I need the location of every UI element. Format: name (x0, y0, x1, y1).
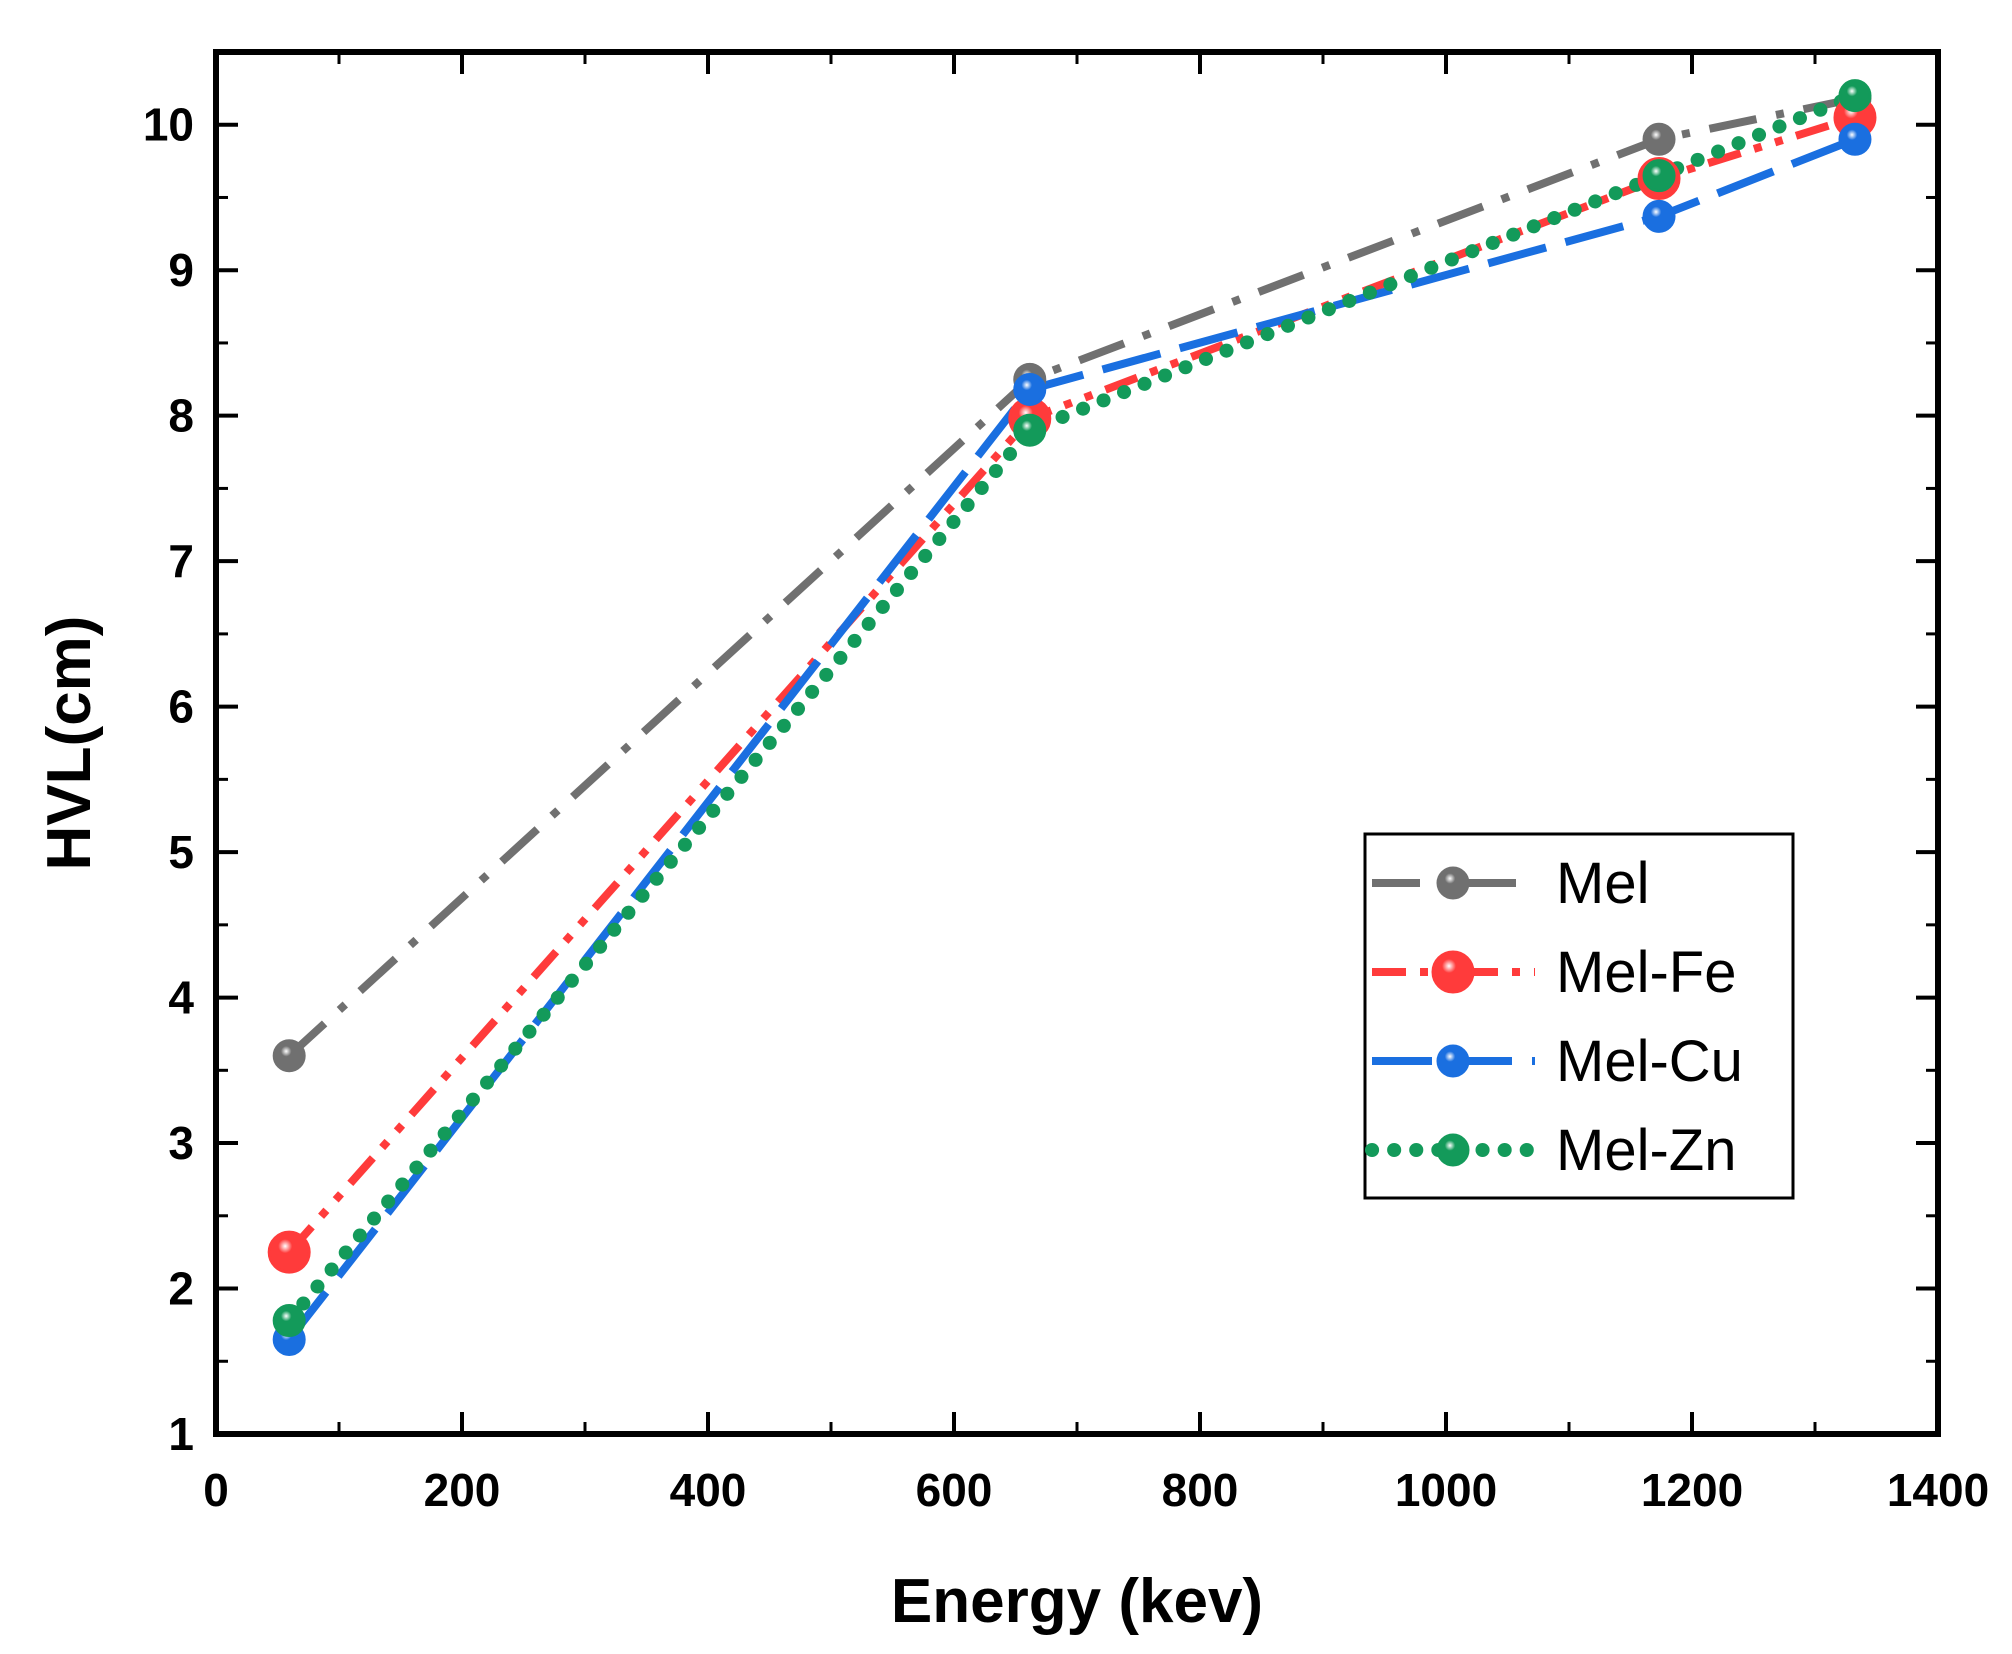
data-point-mel-cu (1838, 122, 1872, 156)
x-tick-label: 1000 (1395, 1464, 1497, 1516)
series-layer (267, 79, 1877, 1356)
data-point-mel-zn (272, 1304, 306, 1338)
x-tick-label: 1200 (1641, 1464, 1743, 1516)
y-tick-label: 3 (168, 1117, 194, 1169)
y-tick-label: 2 (168, 1263, 194, 1315)
data-point-mel-cu (1013, 372, 1047, 406)
legend-label: Mel-Zn (1556, 1118, 1736, 1183)
x-tick-label: 400 (670, 1464, 747, 1516)
plot-frame (213, 49, 1941, 1437)
data-point-mel-zn (1838, 79, 1872, 113)
legend-label: Mel-Cu (1556, 1029, 1743, 1094)
legend-box (1363, 832, 1795, 1200)
series-line-mel-zn (282, 88, 1862, 1328)
axis-ticks: 0 200 400 600 800 1000 1200 1400 1 2 3 4 5 6 7 8 9 10 (143, 50, 1989, 1516)
data-point-mel (272, 1039, 306, 1073)
y-tick-label: 5 (168, 826, 194, 878)
legend-label: Mel-Fe (1556, 940, 1736, 1005)
y-tick-label: 6 (168, 681, 194, 733)
series-line-mel (286, 94, 1856, 1059)
data-point-mel (1642, 122, 1676, 156)
x-axis-title: Energy (kev) (891, 1567, 1263, 1636)
data-point-mel-fe (267, 1230, 311, 1274)
data-point-mel-zn (1642, 159, 1676, 193)
x-tick-label: 0 (203, 1464, 229, 1516)
legend-swatch-marker (1436, 1044, 1470, 1078)
y-axis-title: HVL(cm) (35, 616, 104, 871)
y-tick-label: 7 (168, 535, 194, 587)
x-tick-label: 1400 (1887, 1464, 1989, 1516)
x-tick-label: 200 (424, 1464, 501, 1516)
y-tick-label: 10 (143, 99, 194, 151)
data-point-mel-cu (1642, 199, 1676, 233)
x-tick-label: 600 (916, 1464, 993, 1516)
y-tick-label: 8 (168, 390, 194, 442)
y-tick-label: 4 (168, 972, 194, 1024)
legend-label: Mel (1556, 851, 1649, 916)
legend-swatch-marker (1436, 1133, 1470, 1167)
data-point-mel-zn (1013, 413, 1047, 447)
y-tick-label: 1 (168, 1408, 194, 1460)
legend: Mel Mel-Fe Mel-Cu Mel-Zn (1363, 832, 1795, 1200)
x-tick-label: 800 (1162, 1464, 1239, 1516)
legend-swatch-marker (1431, 950, 1475, 994)
y-tick-label: 9 (168, 244, 194, 296)
legend-swatch-marker (1436, 866, 1470, 900)
